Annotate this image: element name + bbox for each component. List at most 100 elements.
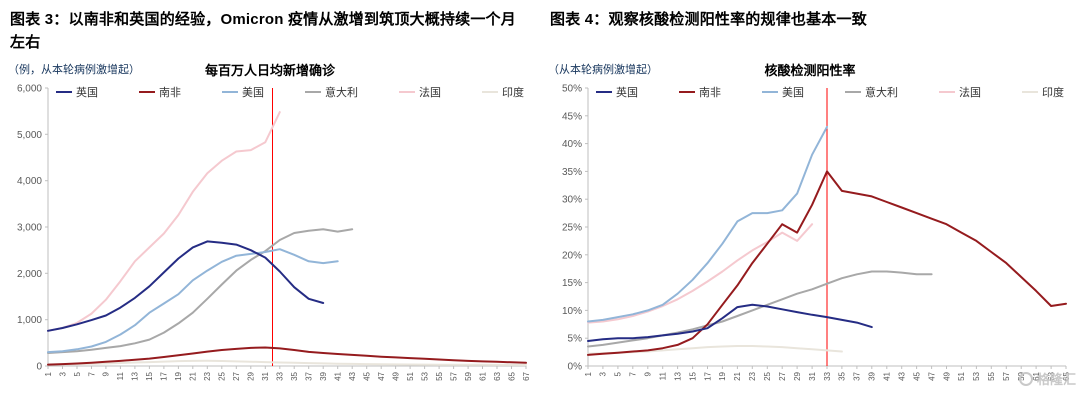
svg-text:9: 9 [644,371,653,376]
legend-item-美国: 美国 [222,84,264,100]
svg-text:31: 31 [261,371,270,380]
svg-text:39: 39 [319,371,328,380]
fig4-meta-row: （从本轮病例激增起） 核酸检测阳性率 [540,58,1080,78]
svg-text:51: 51 [406,371,415,380]
legend-line-swatch [845,91,861,93]
legend-label: 印度 [502,87,524,99]
legend-label: 英国 [76,87,98,99]
svg-text:9: 9 [102,371,111,376]
fig4-axis-note: （从本轮病例激增起） [548,64,658,76]
svg-text:40%: 40% [562,139,582,150]
svg-text:37: 37 [853,371,862,380]
svg-text:7: 7 [87,371,96,376]
svg-text:61: 61 [1032,371,1041,380]
legend-label: 英国 [616,87,638,99]
panel-fig4: 图表 4：观察核酸检测阳性率的规律也基本一致 （从本轮病例激增起） 核酸检测阳性… [540,0,1080,402]
svg-text:5,000: 5,000 [17,130,42,141]
series-南非 [587,170,1067,356]
svg-text:4,000: 4,000 [17,176,42,187]
series-英国 [587,303,873,342]
svg-text:39: 39 [868,371,877,380]
svg-text:10%: 10% [562,306,582,317]
series-美国 [587,125,828,323]
svg-text:27: 27 [232,371,241,380]
x-axis: 1 3 5 7 9 11 13 15 17 19 21 23 25 27 29 31 33 35 37 39 41 43 4… [44,365,531,381]
svg-text:55: 55 [435,371,444,380]
svg-text:30%: 30% [562,195,582,206]
svg-text:35: 35 [290,371,299,380]
legend-label: 意大利 [325,87,358,99]
fig4-chart: 英国 南非 美国 意大利 法国 印度 0% 5% 10% 15% 20% 25% 30% 35% 40% 4… [540,78,1080,402]
svg-text:2,000: 2,000 [17,269,42,280]
svg-text:43: 43 [348,371,357,380]
legend-item-印度: 印度 [1022,84,1064,100]
fig3-header-title: 图表 3：以南非和英国的经验，Omicron 疫情从激增到筑顶大概持续一个月左右 [10,11,516,51]
svg-text:11: 11 [116,371,125,380]
svg-text:1: 1 [584,371,593,376]
svg-text:43: 43 [898,371,907,380]
svg-text:3: 3 [58,371,67,376]
fig3-legend: 英国 南非 美国 意大利 法国 印度 [56,84,524,100]
svg-text:25: 25 [763,371,772,380]
svg-text:3,000: 3,000 [17,223,42,234]
svg-text:20%: 20% [562,250,582,261]
svg-text:25%: 25% [562,223,582,234]
y-axis: 0 1,000 2,000 3,000 4,000 5,000 6,000 [17,84,49,373]
legend-label: 南非 [699,87,721,99]
svg-text:45: 45 [912,371,921,380]
series-意大利 [587,270,933,348]
watermark-logo-icon [1018,371,1033,386]
x-axis: 1 3 5 7 9 11 13 15 17 19 21 23 25 27 29 31 33 35 37 39 41 43 4… [584,365,1071,381]
svg-text:35%: 35% [562,167,582,178]
series-lines [47,111,527,366]
legend-line-swatch [222,91,238,93]
legend-line-swatch [762,91,778,93]
legend-line-swatch [679,91,695,93]
legend-item-法国: 法国 [399,84,441,100]
series-印度 [47,359,527,366]
legend-item-印度: 印度 [482,84,524,100]
svg-text:13: 13 [673,371,682,380]
series-美国 [47,248,339,354]
watermark-text: 格隆汇 [1036,372,1076,387]
svg-text:27: 27 [778,371,787,380]
legend-label: 意大利 [865,87,898,99]
svg-text:0%: 0% [568,362,583,373]
legend-label: 南非 [159,87,181,99]
svg-text:63: 63 [1047,371,1056,380]
svg-text:17: 17 [160,371,169,380]
fig3-chart: 英国 南非 美国 意大利 法国 印度 0 1,000 2,000 3,000 4,000 5,000… [0,78,540,402]
fig3-chart-title: 每百万人日均新增确诊 [204,63,335,78]
legend-item-美国: 美国 [762,84,804,100]
svg-text:59: 59 [464,371,473,380]
svg-text:41: 41 [334,371,343,380]
svg-text:13: 13 [131,371,140,380]
series-意大利 [47,228,354,354]
fig4-header-title: 图表 4：观察核酸检测阳性率的规律也基本一致 [550,11,867,28]
series-英国 [47,240,325,332]
svg-text:0: 0 [36,362,42,373]
svg-text:1: 1 [44,371,53,376]
svg-text:29: 29 [793,371,802,380]
svg-text:53: 53 [972,371,981,380]
legend-line-swatch [399,91,415,93]
svg-text:25: 25 [218,371,227,380]
svg-text:5%: 5% [568,334,583,345]
svg-text:37: 37 [305,371,314,380]
svg-text:41: 41 [883,371,892,380]
svg-text:61: 61 [478,371,487,380]
svg-text:35: 35 [838,371,847,380]
svg-text:5: 5 [73,371,82,376]
svg-text:11: 11 [659,371,668,380]
series-lines [587,125,1067,356]
fig3-meta-row: （例，从本轮病例激增起） 每百万人日均新增确诊 [0,58,540,78]
svg-text:29: 29 [247,371,256,380]
fig3-axis-note: （例，从本轮病例激增起） [8,64,140,76]
legend-line-swatch [482,91,498,93]
legend-item-南非: 南非 [139,84,181,100]
legend-item-意大利: 意大利 [845,84,898,100]
fig4-chart-title: 核酸检测阳性率 [764,63,856,78]
svg-text:3: 3 [599,371,608,376]
legend-item-意大利: 意大利 [305,84,358,100]
